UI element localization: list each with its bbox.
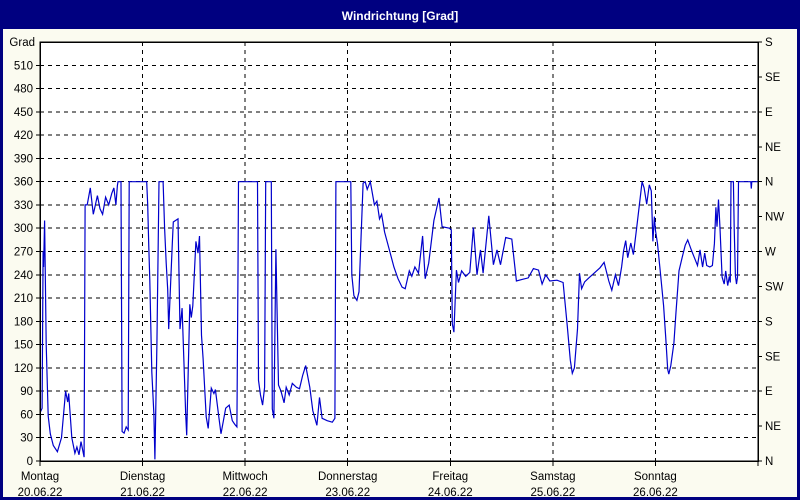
compass-tick-label: E <box>765 107 773 119</box>
compass-tick-label: S <box>765 316 773 328</box>
compass-tick-label: SW <box>765 281 784 293</box>
compass-tick-label: NE <box>765 421 781 433</box>
y-axis-unit-label: Grad <box>9 37 35 49</box>
chart-host: 0 30 60 90 120 150 180 210 240 270 300 330 360 390 420… <box>3 29 797 499</box>
day-date-label: 23.06.22 <box>325 487 370 497</box>
y-tick-label: 510 <box>14 60 33 72</box>
compass-tick-label: S <box>765 37 773 49</box>
y-tick-label: 300 <box>14 223 33 235</box>
day-name-label: Donnerstag <box>318 471 377 483</box>
y-tick-label: 0 <box>27 456 33 468</box>
wind-direction-line <box>39 179 758 460</box>
y-tick-label: 270 <box>14 247 33 259</box>
y-tick-label: 60 <box>20 409 33 421</box>
day-date-label: 26.06.22 <box>633 487 678 497</box>
y-tick-label: 90 <box>20 386 33 398</box>
y-tick-label: 180 <box>14 316 33 328</box>
day-name-label: Freitag <box>432 471 468 483</box>
y-tick-label: 480 <box>14 84 33 96</box>
day-name-label: Montag <box>21 471 59 483</box>
compass-tick-label: W <box>765 247 776 259</box>
y-tick-label: 30 <box>20 433 33 445</box>
title-bar: Windrichtung [Grad] <box>3 3 797 29</box>
day-name-label: Samstag <box>530 471 575 483</box>
y-tick-label: 150 <box>14 340 33 352</box>
plot-area <box>40 42 758 461</box>
day-name-label: Mittwoch <box>222 471 267 483</box>
chart-title: Windrichtung [Grad] <box>341 9 459 23</box>
compass-tick-label: SE <box>765 72 781 84</box>
y-tick-label: 360 <box>14 177 33 189</box>
compass-tick-label: SE <box>765 351 781 363</box>
day-date-label: 21.06.22 <box>120 487 165 497</box>
day-name-label: Sonntag <box>634 471 677 483</box>
y-tick-label: 390 <box>14 153 33 165</box>
y-tick-label: 450 <box>14 107 33 119</box>
day-date-label: 24.06.22 <box>428 487 473 497</box>
compass-tick-label: NW <box>765 212 784 224</box>
day-date-label: 22.06.22 <box>223 487 268 497</box>
y-tick-label: 120 <box>14 363 33 375</box>
y-tick-label: 210 <box>14 293 33 305</box>
y-tick-label: 420 <box>14 130 33 142</box>
wind-direction-chart: 0 30 60 90 120 150 180 210 240 270 300 330 360 390 420… <box>9 37 784 499</box>
day-date-label: 20.06.22 <box>18 487 63 497</box>
y-tick-label: 330 <box>14 200 33 212</box>
y-tick-label: 240 <box>14 270 33 282</box>
day-date-label: 25.06.22 <box>530 487 575 497</box>
day-name-label: Dienstag <box>120 471 165 483</box>
compass-tick-label: N <box>765 456 773 468</box>
compass-tick-label: NE <box>765 142 781 154</box>
compass-tick-label: E <box>765 386 773 398</box>
compass-tick-label: N <box>765 177 773 189</box>
